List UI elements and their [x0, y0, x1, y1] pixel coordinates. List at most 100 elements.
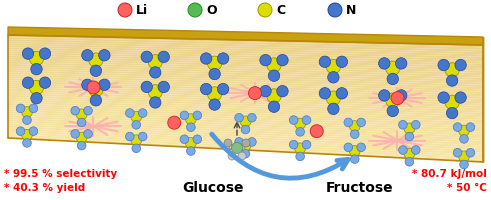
Circle shape — [399, 120, 407, 129]
Circle shape — [158, 51, 169, 63]
Circle shape — [76, 109, 87, 120]
Text: Li: Li — [136, 3, 148, 17]
Circle shape — [357, 143, 365, 152]
Circle shape — [39, 48, 51, 59]
Circle shape — [357, 118, 365, 127]
Circle shape — [193, 135, 202, 144]
Circle shape — [200, 83, 212, 95]
Circle shape — [267, 89, 281, 103]
Polygon shape — [8, 132, 483, 157]
Circle shape — [148, 85, 163, 99]
Polygon shape — [8, 109, 483, 132]
Circle shape — [295, 143, 305, 154]
Polygon shape — [8, 126, 483, 150]
Circle shape — [295, 118, 305, 129]
Polygon shape — [8, 54, 483, 68]
Circle shape — [396, 58, 407, 69]
Circle shape — [89, 53, 103, 67]
Circle shape — [438, 92, 449, 103]
Circle shape — [247, 138, 256, 146]
Polygon shape — [8, 117, 483, 141]
Circle shape — [387, 105, 399, 117]
Polygon shape — [8, 51, 483, 66]
Circle shape — [208, 87, 222, 101]
Circle shape — [379, 90, 390, 101]
Polygon shape — [8, 101, 483, 122]
Circle shape — [138, 109, 147, 117]
Circle shape — [208, 56, 222, 70]
Circle shape — [277, 85, 288, 97]
Circle shape — [411, 120, 420, 129]
Polygon shape — [8, 47, 483, 61]
Text: C: C — [276, 3, 285, 17]
Text: Fructose: Fructose — [326, 181, 394, 195]
Circle shape — [466, 148, 475, 157]
Circle shape — [132, 144, 140, 153]
Circle shape — [446, 107, 458, 119]
Circle shape — [319, 88, 330, 99]
Circle shape — [446, 75, 458, 86]
Circle shape — [405, 157, 414, 166]
Circle shape — [344, 143, 353, 152]
Circle shape — [455, 92, 466, 103]
Text: Glucose: Glucose — [182, 181, 244, 195]
Circle shape — [445, 95, 459, 110]
Text: * 99.5 % selectivity: * 99.5 % selectivity — [4, 169, 117, 179]
Circle shape — [126, 132, 134, 141]
Circle shape — [31, 63, 42, 75]
Polygon shape — [8, 103, 483, 125]
Polygon shape — [8, 35, 483, 47]
Circle shape — [209, 99, 220, 110]
Polygon shape — [8, 60, 483, 75]
Circle shape — [187, 123, 195, 131]
Circle shape — [242, 139, 250, 147]
Polygon shape — [8, 128, 483, 153]
Text: * 80.7 kJ/mol: * 80.7 kJ/mol — [412, 169, 487, 179]
Circle shape — [16, 127, 25, 135]
Circle shape — [404, 123, 415, 134]
Circle shape — [131, 135, 141, 146]
Polygon shape — [8, 68, 483, 85]
Circle shape — [138, 132, 147, 141]
Text: O: O — [206, 3, 217, 17]
Polygon shape — [8, 74, 483, 92]
Circle shape — [277, 54, 288, 66]
Circle shape — [228, 152, 236, 160]
Circle shape — [118, 3, 132, 17]
Circle shape — [387, 73, 399, 85]
Polygon shape — [8, 115, 483, 139]
Circle shape — [29, 104, 38, 113]
Circle shape — [141, 51, 153, 63]
Polygon shape — [8, 119, 483, 143]
Circle shape — [453, 123, 462, 131]
Circle shape — [319, 56, 330, 67]
Polygon shape — [8, 62, 483, 78]
Circle shape — [240, 140, 251, 151]
Polygon shape — [8, 43, 483, 57]
Circle shape — [186, 138, 196, 148]
Circle shape — [31, 93, 42, 104]
Circle shape — [22, 77, 34, 88]
Circle shape — [71, 106, 80, 115]
Circle shape — [327, 103, 339, 115]
Polygon shape — [8, 122, 483, 146]
Polygon shape — [8, 105, 483, 127]
Circle shape — [141, 81, 153, 93]
Polygon shape — [8, 78, 483, 96]
Polygon shape — [8, 82, 483, 101]
Circle shape — [99, 50, 110, 61]
Circle shape — [302, 116, 311, 124]
Circle shape — [150, 97, 161, 108]
Circle shape — [235, 138, 244, 146]
Circle shape — [90, 65, 102, 76]
Circle shape — [391, 92, 404, 105]
Circle shape — [39, 77, 51, 88]
Circle shape — [260, 54, 271, 66]
Circle shape — [186, 114, 196, 124]
Polygon shape — [8, 91, 483, 111]
Polygon shape — [8, 111, 483, 134]
Polygon shape — [8, 72, 483, 89]
Circle shape — [327, 72, 339, 83]
Polygon shape — [8, 27, 483, 45]
Circle shape — [238, 152, 246, 160]
